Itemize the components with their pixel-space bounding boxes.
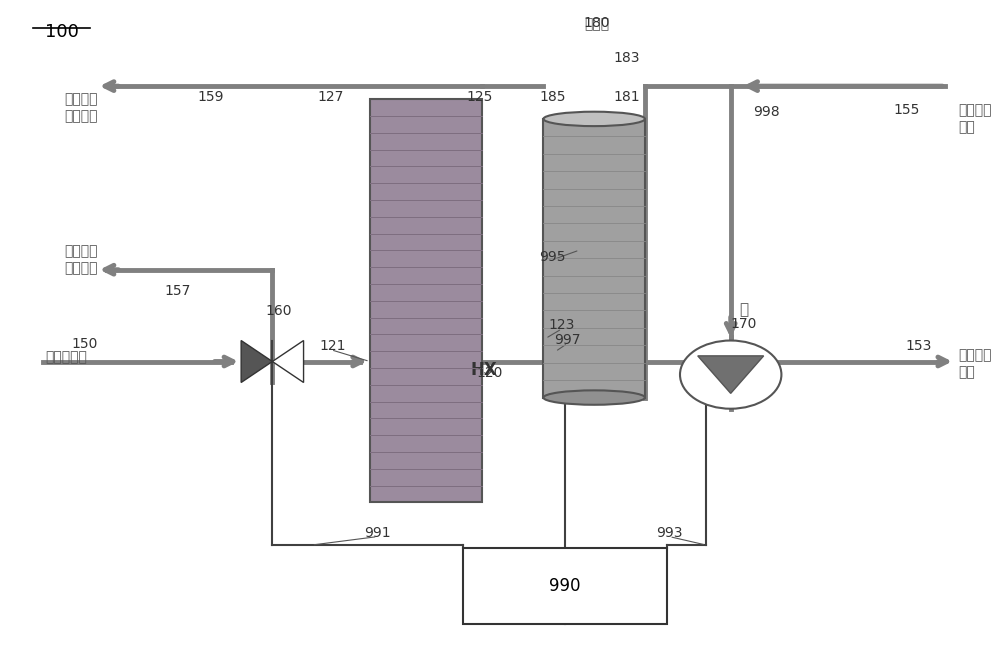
Bar bbox=[543, 119, 645, 398]
Text: 183: 183 bbox=[613, 51, 640, 65]
Text: HX: HX bbox=[471, 361, 497, 379]
Text: 123: 123 bbox=[549, 319, 575, 333]
Bar bbox=[370, 99, 482, 503]
Text: 121: 121 bbox=[320, 339, 346, 353]
Text: 155: 155 bbox=[893, 104, 919, 118]
Text: 159: 159 bbox=[198, 90, 224, 104]
Text: 170: 170 bbox=[730, 317, 757, 331]
Text: 生活冷水
入口: 生活冷水 入口 bbox=[958, 104, 991, 135]
Bar bbox=[463, 548, 667, 623]
Text: 锅炉回水
（低温）: 锅炉回水 （低温） bbox=[65, 92, 98, 124]
Text: 995: 995 bbox=[539, 250, 565, 264]
Text: 127: 127 bbox=[318, 90, 344, 104]
Text: 锅炉回水
（高温）: 锅炉回水 （高温） bbox=[65, 244, 98, 276]
Text: 153: 153 bbox=[906, 339, 932, 353]
Text: 990: 990 bbox=[549, 577, 581, 595]
Text: 120: 120 bbox=[477, 366, 503, 380]
Circle shape bbox=[680, 341, 781, 409]
Polygon shape bbox=[272, 341, 304, 382]
Text: 150: 150 bbox=[72, 337, 98, 351]
Text: 125: 125 bbox=[467, 90, 493, 104]
Text: 157: 157 bbox=[165, 284, 191, 298]
Text: 185: 185 bbox=[539, 90, 565, 104]
Polygon shape bbox=[241, 341, 272, 382]
Text: 混合罐: 混合罐 bbox=[585, 17, 610, 31]
Text: 993: 993 bbox=[656, 527, 683, 540]
Ellipse shape bbox=[543, 390, 645, 405]
Text: 181: 181 bbox=[613, 90, 640, 104]
Text: 998: 998 bbox=[753, 106, 780, 120]
Polygon shape bbox=[698, 356, 764, 393]
Text: 997: 997 bbox=[555, 333, 581, 347]
Text: 991: 991 bbox=[364, 527, 391, 540]
Text: 160: 160 bbox=[266, 304, 292, 318]
Ellipse shape bbox=[543, 112, 645, 126]
Text: 生活热水
供给: 生活热水 供给 bbox=[958, 348, 991, 379]
Text: 100: 100 bbox=[45, 23, 79, 41]
Text: 泵: 泵 bbox=[739, 303, 748, 317]
Text: 180: 180 bbox=[584, 15, 610, 29]
Text: 锅炉水入口: 锅炉水入口 bbox=[45, 350, 87, 364]
